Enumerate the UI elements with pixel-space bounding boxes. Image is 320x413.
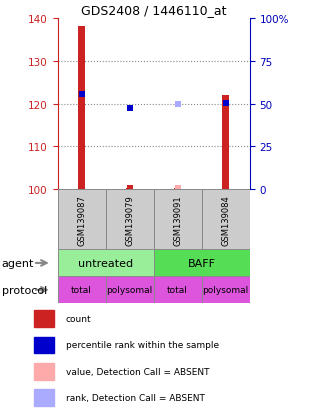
Bar [35, 337, 54, 354]
Text: rank, Detection Call = ABSENT: rank, Detection Call = ABSENT [66, 393, 205, 402]
Text: GSM139091: GSM139091 [173, 195, 182, 245]
Text: untreated: untreated [78, 258, 133, 268]
Bar [35, 363, 54, 380]
Text: protocol: protocol [2, 285, 47, 295]
Bar [202, 190, 250, 250]
Text: GSM139079: GSM139079 [125, 195, 134, 245]
Bar [154, 277, 202, 304]
Text: GSM139087: GSM139087 [77, 195, 86, 245]
Text: polysomal: polysomal [107, 286, 153, 294]
Bar [35, 310, 54, 327]
Bar [154, 250, 250, 277]
Text: GSM139084: GSM139084 [221, 195, 230, 245]
Bar [58, 190, 106, 250]
Bar [58, 250, 154, 277]
Text: agent: agent [2, 258, 34, 268]
Text: BAFF: BAFF [188, 258, 216, 268]
Bar [126, 188, 133, 190]
Bar [106, 277, 154, 304]
Bar [202, 277, 250, 304]
Bar [78, 27, 85, 190]
Text: value, Detection Call = ABSENT: value, Detection Call = ABSENT [66, 367, 209, 376]
Bar [222, 96, 229, 190]
Text: polysomal: polysomal [203, 286, 249, 294]
Text: percentile rank within the sample: percentile rank within the sample [66, 341, 219, 349]
Text: total: total [71, 286, 92, 294]
Bar [154, 190, 202, 250]
Bar [58, 277, 106, 304]
Bar [174, 188, 181, 190]
Text: total: total [167, 286, 188, 294]
Title: GDS2408 / 1446110_at: GDS2408 / 1446110_at [81, 5, 226, 17]
Text: count: count [66, 314, 92, 323]
Bar [106, 190, 154, 250]
Bar [35, 389, 54, 406]
